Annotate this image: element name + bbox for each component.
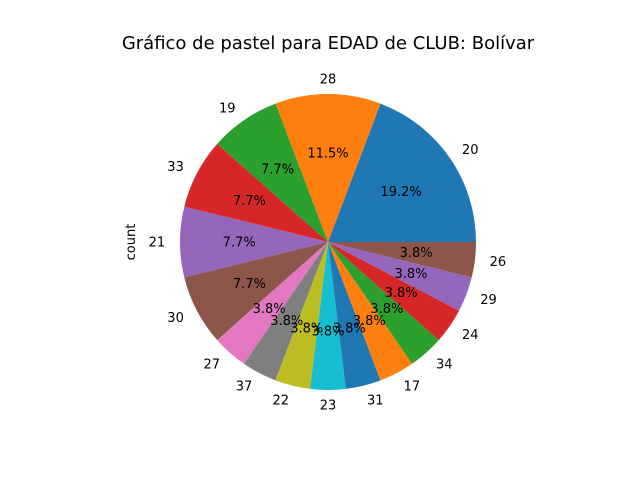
slice-label-27: 27	[203, 357, 220, 372]
pie-slice-24	[328, 242, 460, 341]
pie-percentages: 19.2%11.5%7.7%7.7%7.7%7.7%3.8%3.8%3.8%3.…	[223, 147, 433, 340]
slice-label-29: 29	[480, 293, 497, 308]
slice-label-37: 37	[236, 380, 253, 395]
slice-label-30: 30	[167, 311, 184, 326]
slice-label-28: 28	[320, 73, 337, 88]
slice-percentage-20: 19.2%	[380, 185, 421, 200]
pie-labels: 20 28 19 33 21 30 27 37 22 23 31 17 34 24 29 26	[149, 73, 507, 414]
slice-label-21: 21	[149, 236, 166, 251]
slice-label-24: 24	[462, 328, 479, 343]
slice-percentage-21: 7.7%	[223, 236, 256, 251]
pie-slice-23	[310, 242, 346, 390]
slice-label-31: 31	[367, 394, 384, 409]
pie-slice-31	[328, 242, 381, 389]
pie-slice-19	[217, 103, 328, 242]
slice-percentage-26: 3.8%	[400, 246, 433, 261]
pie-slice-22	[275, 242, 328, 389]
pie-slice-33	[184, 143, 328, 242]
slice-label-33: 33	[167, 160, 184, 175]
slice-percentage-24: 3.8%	[385, 286, 418, 301]
slice-percentage-37: 3.8%	[270, 314, 303, 329]
slice-label-19: 19	[219, 102, 236, 117]
slice-percentage-29: 3.8%	[395, 267, 428, 282]
slice-percentage-23: 3.8%	[311, 324, 344, 339]
pie-slice-29	[328, 242, 472, 311]
slice-label-23: 23	[320, 398, 337, 413]
pie-slices	[179, 94, 476, 390]
pie-slice-30	[184, 242, 328, 341]
pie-slice-37	[243, 242, 328, 381]
pie-slice-34	[328, 242, 439, 364]
pie-slice-26	[328, 242, 476, 278]
chart-title: Gráfico de pastel para EDAD de CLUB: Bol…	[122, 33, 535, 54]
slice-label-17: 17	[404, 380, 421, 395]
slice-label-22: 22	[272, 394, 289, 409]
pie-slice-27	[217, 242, 328, 364]
slice-percentage-28: 11.5%	[307, 147, 348, 162]
slice-percentage-34: 3.8%	[370, 302, 403, 317]
pie-slice-17	[328, 242, 413, 381]
slice-percentage-30: 7.7%	[233, 277, 266, 292]
slice-percentage-27: 3.8%	[253, 302, 286, 317]
slice-percentage-33: 7.7%	[233, 194, 266, 209]
slice-percentage-17: 3.8%	[353, 314, 386, 329]
slice-label-34: 34	[436, 357, 453, 372]
pie-slice-20	[328, 103, 476, 242]
slice-label-26: 26	[490, 255, 507, 270]
slice-label-20: 20	[462, 143, 479, 158]
slice-percentage-31: 3.8%	[333, 322, 366, 337]
y-axis-label: count	[124, 224, 139, 261]
slice-percentage-19: 7.7%	[261, 162, 294, 177]
pie-slice-28	[275, 94, 381, 242]
slice-percentage-22: 3.8%	[290, 322, 323, 337]
pie-slice-21	[179, 206, 328, 278]
